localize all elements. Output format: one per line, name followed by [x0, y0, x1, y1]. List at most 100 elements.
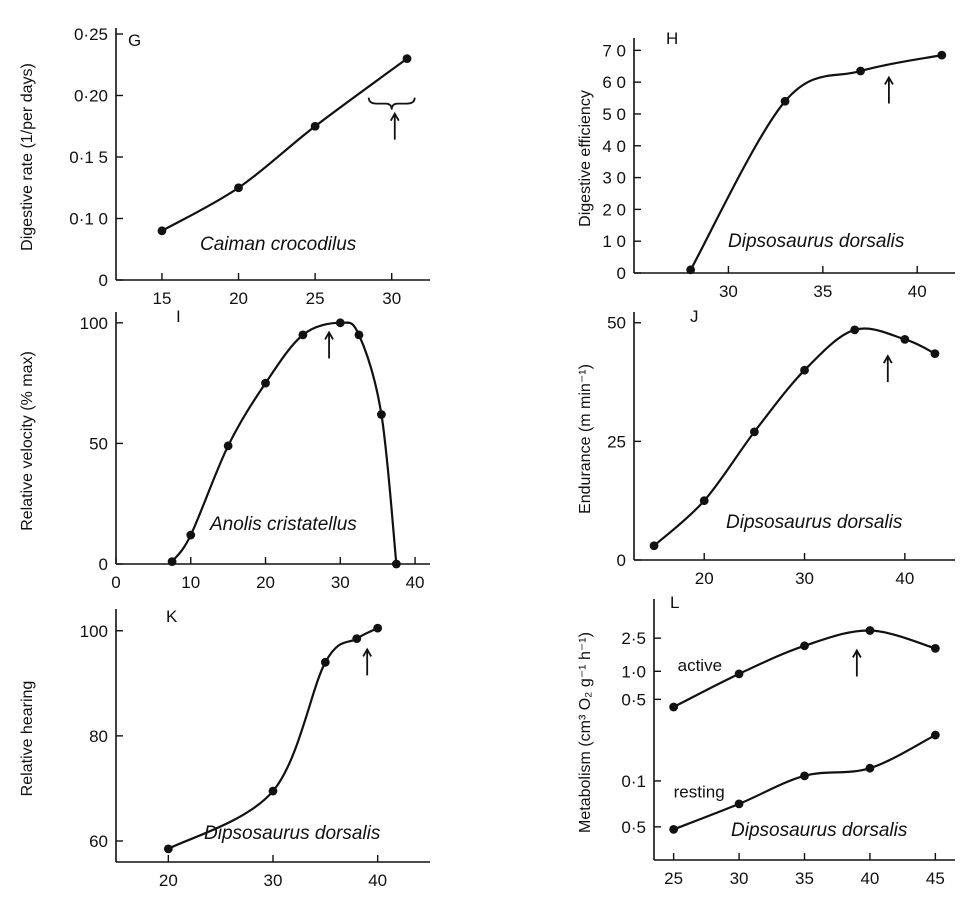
- data-point: [157, 226, 167, 236]
- data-point: [373, 623, 383, 633]
- data-point: [686, 265, 696, 275]
- optimum-arrowhead: [883, 354, 893, 364]
- species-label: Dipsosaurus dorsalis: [726, 512, 903, 533]
- data-point: [900, 334, 910, 344]
- data-point: [800, 641, 809, 651]
- optimum-arrowhead: [362, 647, 372, 657]
- y-tick-label: 100: [80, 622, 108, 641]
- data-point: [800, 365, 809, 375]
- x-tick-label: 25: [306, 289, 325, 308]
- y-tick-label: 100: [80, 314, 108, 333]
- y-axis-label: Digestive rate (1/per days): [19, 63, 36, 251]
- data-point: [749, 427, 759, 437]
- y-tick-label: 80: [89, 727, 108, 746]
- data-point: [402, 54, 412, 63]
- data-point: [310, 121, 320, 131]
- data-point: [377, 410, 386, 419]
- data-point: [800, 771, 809, 781]
- data-point: [780, 96, 790, 106]
- y-tick-label: 0: [617, 264, 626, 283]
- panel-l: 0·5 0·1 0·5 1·0 2·5 25 30 35 40 45 Metabolism (cm³…: [577, 593, 955, 888]
- panel-k: 60 80 100 20 30 40 Relative hearing K Dipsosauru…: [19, 607, 430, 890]
- series-line: [167, 627, 379, 850]
- x-tick-label: 45: [926, 869, 945, 888]
- x-tick-label: 35: [795, 869, 814, 888]
- x-tick-label: 30: [264, 871, 283, 890]
- y-tick-label: 0: [617, 551, 626, 570]
- series-line: [689, 54, 942, 271]
- data-point: [937, 50, 947, 60]
- y-axis-label: Relative hearing: [19, 681, 36, 797]
- y-axis-label: Endurance (m min⁻¹): [577, 364, 594, 514]
- y-tick-label: 6 0: [602, 73, 626, 92]
- y-tick-label: 4 0: [602, 137, 626, 156]
- data-point: [234, 183, 243, 193]
- panel-letter: J: [690, 307, 699, 326]
- x-tick-label: 30: [730, 869, 749, 888]
- x-tick-label: 10: [181, 573, 200, 592]
- data-point: [223, 441, 233, 451]
- species-label: Dipsosaurus dorsalis: [728, 231, 905, 252]
- x-tick-label: 40: [406, 573, 425, 592]
- y-axis-label: Metabolism (cm³ O₂ g⁻¹ h⁻¹): [577, 632, 594, 833]
- data-point: [930, 643, 940, 653]
- series-label-active: active: [678, 656, 722, 675]
- y-tick-label: 0·1 0: [69, 210, 108, 229]
- x-tick-label: 40: [908, 282, 927, 301]
- panel-letter: G: [128, 31, 141, 50]
- x-tick-label: 20: [229, 289, 248, 308]
- panel-g: 0 0·1 0 0·1 5 0·20 0·25 15 20 25 30 Digestive rat…: [19, 25, 430, 308]
- data-point: [699, 496, 709, 506]
- data-point: [268, 786, 278, 796]
- x-tick-label: 30: [382, 289, 401, 308]
- data-point: [186, 530, 196, 540]
- y-tick-label: 0·1: [621, 772, 646, 791]
- y-tick-label: 0·20: [74, 87, 108, 106]
- series-label-resting: resting: [674, 782, 725, 801]
- data-point: [669, 702, 679, 712]
- panel-letter: H: [666, 29, 678, 48]
- data-point: [167, 557, 177, 566]
- data-point: [352, 634, 362, 644]
- y-tick-label: 1 0: [602, 232, 626, 251]
- y-tick-label: 0·25: [74, 25, 108, 44]
- y-tick-label: 50: [89, 434, 108, 453]
- x-tick-label: 30: [795, 569, 814, 588]
- x-tick-label: 20: [695, 569, 714, 588]
- y-tick-label: 2·5: [621, 629, 646, 648]
- optimum-arrowhead: [884, 75, 894, 85]
- y-axis-label: Relative velocity (% max): [19, 351, 36, 531]
- data-point: [930, 349, 940, 358]
- y-tick-label: 7 0: [602, 41, 626, 60]
- x-tick-label: 25: [664, 869, 683, 888]
- data-point: [261, 378, 270, 388]
- panel-i: 0 50 100 0 10 20 30 40 Relative velocity (% max)…: [19, 307, 430, 592]
- panel-j: 0 25 50 20 30 40 Endurance (m min⁻¹) J Dipsosaur…: [577, 307, 955, 588]
- data-point: [649, 541, 659, 551]
- data-point: [669, 825, 679, 834]
- y-tick-label: 2 0: [602, 200, 626, 219]
- data-point: [856, 66, 865, 76]
- series-line: [161, 57, 408, 232]
- y-tick-label: 0·5: [621, 690, 646, 709]
- y-tick-label: 0·5: [621, 818, 646, 837]
- optimum-range-bracket: [367, 97, 416, 110]
- y-tick-label: 60: [89, 832, 108, 851]
- data-point: [320, 657, 330, 667]
- data-point: [734, 669, 744, 679]
- y-tick-label: 0: [99, 271, 108, 290]
- data-point: [734, 799, 744, 809]
- x-tick-label: 30: [719, 282, 738, 301]
- y-tick-label: 0: [99, 555, 108, 574]
- x-tick-label: 0: [111, 573, 120, 592]
- x-tick-label: 40: [860, 869, 879, 888]
- x-tick-label: 20: [159, 871, 178, 890]
- x-tick-label: 15: [152, 289, 171, 308]
- y-axis-label: Digestive efficiency: [577, 90, 594, 227]
- x-tick-label: 30: [331, 573, 350, 592]
- data-point: [865, 763, 875, 773]
- data-point: [865, 626, 875, 635]
- species-label: Caiman crocodilus: [200, 234, 357, 255]
- y-tick-label: 3 0: [602, 169, 626, 188]
